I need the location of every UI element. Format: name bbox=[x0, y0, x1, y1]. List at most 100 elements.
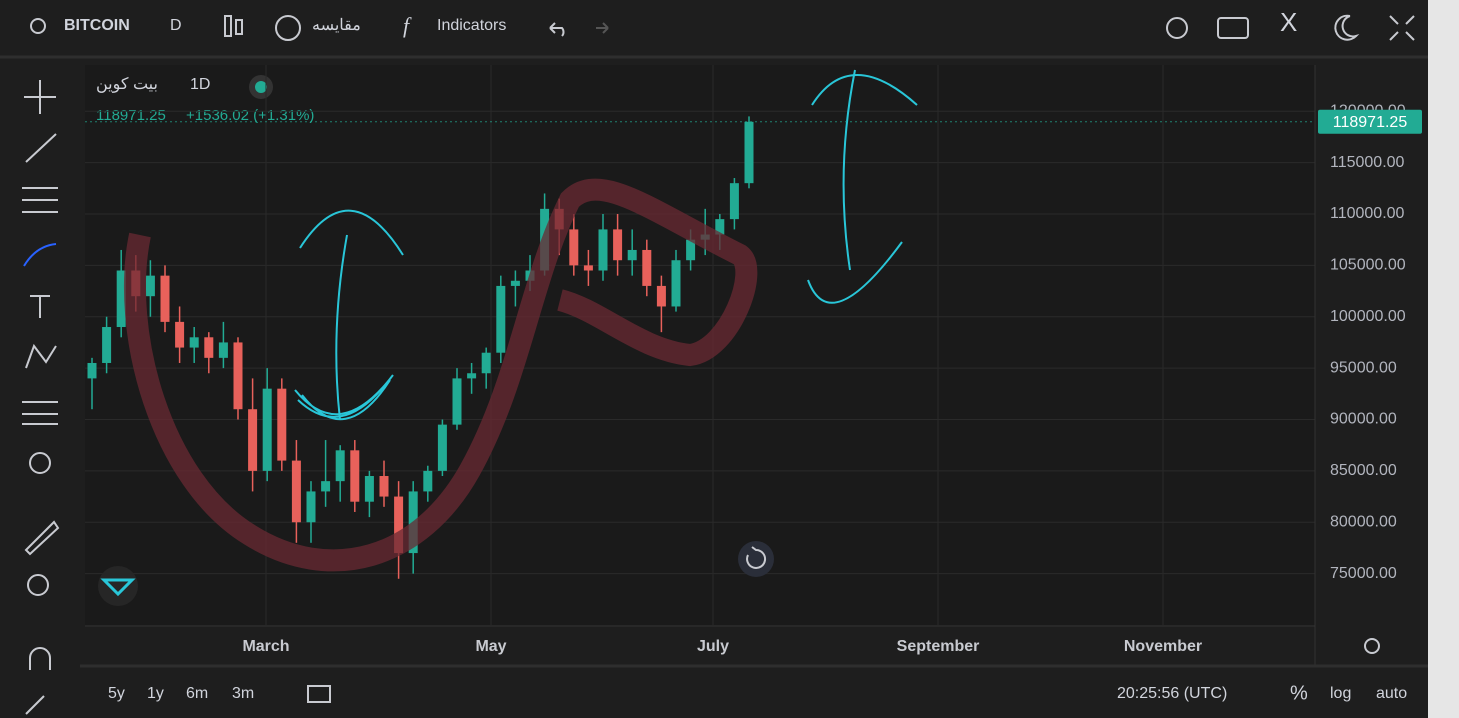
arrow-drawing bbox=[294, 209, 404, 421]
emoji[interactable] bbox=[29, 452, 51, 474]
compare-icon[interactable] bbox=[275, 15, 301, 41]
y-tick-label: 95000.00 bbox=[1330, 359, 1397, 376]
magnet[interactable] bbox=[29, 647, 51, 670]
candle-body bbox=[160, 275, 170, 322]
candle-body bbox=[306, 491, 316, 523]
candles-icon[interactable] bbox=[224, 15, 232, 37]
candle-body bbox=[467, 373, 477, 379]
candle-body bbox=[350, 450, 360, 502]
range-button[interactable]: 5y bbox=[108, 685, 125, 702]
prediction[interactable] bbox=[22, 401, 58, 425]
date-range-icon[interactable] bbox=[307, 685, 331, 703]
fullscreen[interactable] bbox=[1389, 15, 1415, 41]
auto-toggle[interactable]: auto bbox=[1376, 685, 1407, 702]
y-tick-label: 100000.00 bbox=[1330, 308, 1406, 325]
candle-body bbox=[204, 337, 214, 358]
x-tick-label: May bbox=[475, 638, 506, 655]
candle-body bbox=[277, 388, 287, 461]
candle-body bbox=[481, 352, 491, 374]
clock: 20:25:56 (UTC) bbox=[1117, 685, 1227, 702]
candle-body bbox=[394, 496, 404, 554]
search-icon[interactable] bbox=[30, 18, 46, 34]
status-dot bbox=[255, 81, 267, 93]
range-button[interactable]: 3m bbox=[232, 685, 254, 702]
candle-body bbox=[744, 121, 754, 184]
candle-body bbox=[671, 260, 681, 307]
brush[interactable] bbox=[23, 243, 57, 267]
candle-body bbox=[598, 229, 608, 271]
crosshair[interactable] bbox=[24, 80, 56, 114]
compare[interactable]: مقایسه bbox=[312, 17, 361, 34]
candle-body bbox=[452, 378, 462, 425]
x-tick-label: November bbox=[1124, 638, 1202, 655]
range-button[interactable]: 6m bbox=[186, 685, 208, 702]
candle-body bbox=[291, 460, 301, 523]
candles-icon-2 bbox=[235, 19, 243, 35]
y-tick-label: 80000.00 bbox=[1330, 513, 1397, 530]
close-x[interactable]: X bbox=[1280, 7, 1297, 37]
range-button[interactable]: 1y bbox=[147, 685, 164, 702]
theme[interactable] bbox=[1334, 14, 1360, 41]
undo[interactable] bbox=[549, 22, 565, 37]
bottom-bar: 5y 1y 6m 3m bbox=[108, 685, 254, 702]
y-tick-label: 115000.00 bbox=[1330, 154, 1405, 171]
candle-body bbox=[627, 249, 637, 261]
candle-body bbox=[379, 476, 389, 497]
candle-body bbox=[87, 362, 97, 379]
interval[interactable]: D bbox=[170, 17, 182, 34]
logo-bg bbox=[98, 566, 138, 606]
x-tick-label: March bbox=[242, 638, 289, 655]
candle-body bbox=[145, 275, 155, 297]
log-toggle[interactable]: log bbox=[1330, 685, 1351, 702]
legend-name: بيت كوين bbox=[96, 76, 158, 93]
ruler[interactable] bbox=[24, 520, 60, 556]
last-price-label: 118971.25 bbox=[1333, 114, 1408, 131]
zoom[interactable] bbox=[27, 574, 49, 596]
fib[interactable] bbox=[22, 187, 58, 213]
candle-body bbox=[423, 470, 433, 492]
candle-body bbox=[189, 337, 199, 348]
annotations bbox=[123, 69, 918, 572]
indicators[interactable]: Indicators bbox=[437, 17, 506, 34]
cup-drawing bbox=[123, 178, 758, 572]
x-tick-label: September bbox=[897, 638, 980, 655]
trendline[interactable] bbox=[25, 133, 57, 163]
legend-interval: 1D bbox=[190, 76, 210, 93]
symbol[interactable]: BITCOIN bbox=[64, 17, 130, 34]
candle-body bbox=[364, 476, 374, 502]
fx-icon: f bbox=[403, 13, 412, 38]
reset-button[interactable] bbox=[738, 541, 774, 577]
candle-body bbox=[175, 321, 185, 348]
settings[interactable] bbox=[1166, 17, 1188, 39]
candle-body bbox=[613, 229, 623, 261]
y-tick-label: 75000.00 bbox=[1330, 565, 1397, 582]
candle-body bbox=[116, 270, 126, 328]
logo bbox=[100, 578, 136, 597]
pattern[interactable] bbox=[25, 343, 57, 369]
candle-body bbox=[715, 219, 725, 235]
candle-body bbox=[686, 239, 696, 261]
candle-body bbox=[656, 285, 666, 307]
candle-body bbox=[218, 342, 228, 358]
text-tool[interactable] bbox=[30, 295, 50, 318]
range-drawing bbox=[807, 69, 918, 304]
percent-toggle[interactable]: % bbox=[1290, 682, 1308, 704]
candle-body bbox=[496, 285, 506, 353]
redo[interactable] bbox=[596, 22, 609, 34]
axis-settings[interactable] bbox=[1364, 638, 1380, 654]
x-tick-label: July bbox=[697, 638, 729, 655]
candle-body bbox=[102, 327, 112, 363]
pencil[interactable] bbox=[25, 695, 45, 715]
candle-body bbox=[437, 424, 447, 471]
camera[interactable] bbox=[1217, 17, 1249, 39]
candle-body bbox=[729, 183, 739, 220]
y-tick-label: 90000.00 bbox=[1330, 411, 1397, 428]
candle-body bbox=[248, 409, 258, 471]
candle-body bbox=[642, 249, 652, 286]
candle-body bbox=[335, 450, 345, 482]
candle-body bbox=[569, 229, 579, 266]
drawing-tools bbox=[22, 80, 60, 715]
